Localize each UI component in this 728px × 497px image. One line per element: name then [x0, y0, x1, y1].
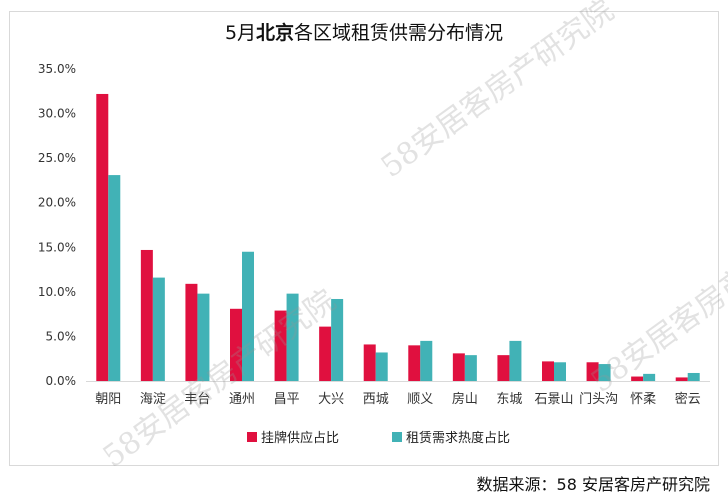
title-prefix: 5月: [224, 22, 257, 44]
legend-swatch: [392, 432, 402, 442]
legend-label: 租赁需求热度占比: [406, 430, 510, 446]
y-tick-label: 5.0%: [46, 329, 77, 343]
x-tick-label: 房山: [452, 391, 478, 407]
bar-demand: [108, 175, 121, 381]
bar-demand: [375, 352, 388, 381]
y-tick-label: 30.0%: [38, 107, 76, 121]
bar-supply: [452, 353, 465, 381]
x-tick-label: 丰台: [184, 392, 210, 407]
bar-demand: [509, 340, 522, 381]
bar-demand: [687, 372, 700, 381]
x-tick-label: 西城: [363, 392, 389, 407]
y-tick-label: 20.0%: [38, 196, 76, 210]
title-suffix: 各区域租赁供需分布情况: [294, 22, 504, 44]
legend-swatch: [247, 432, 257, 442]
title-bold: 北京: [256, 22, 295, 44]
x-tick-label: 朝阳: [95, 392, 121, 407]
bar-supply: [96, 93, 109, 382]
bar-supply: [497, 355, 510, 381]
bar-supply: [363, 344, 376, 381]
x-tick-label: 海淀: [140, 392, 166, 407]
bar-supply: [319, 326, 332, 381]
y-tick-label: 15.0%: [38, 240, 76, 254]
bar-demand: [331, 298, 344, 381]
bar-supply: [274, 310, 287, 381]
x-tick-label: 顺义: [407, 392, 433, 407]
y-tick-label: 0.0%: [46, 374, 77, 388]
chart-frame: [9, 11, 719, 466]
bar-supply: [631, 376, 644, 381]
x-tick-label: 大兴: [318, 392, 344, 407]
bar-demand: [643, 373, 656, 381]
y-tick-label: 10.0%: [38, 285, 76, 299]
x-tick-label: 石景山: [534, 392, 573, 407]
x-tick-label: 密云: [675, 391, 701, 407]
bar-demand: [286, 293, 299, 381]
bar-supply: [542, 361, 554, 381]
x-tick-label: 怀柔: [630, 392, 656, 407]
bar-demand: [420, 340, 433, 381]
x-tick-label: 通州: [229, 392, 255, 407]
bar-supply: [586, 362, 599, 381]
bar-demand: [554, 362, 566, 381]
legend-label: 挂牌供应占比: [261, 430, 339, 446]
bar-demand: [242, 251, 254, 381]
bar-supply: [230, 308, 242, 381]
bar-supply: [675, 377, 688, 381]
chart-title: 5月北京各区域租赁供需分布情况: [0, 18, 728, 45]
bar-demand: [152, 277, 165, 381]
bar-supply: [408, 345, 421, 381]
bar-demand: [598, 364, 611, 381]
source-note: 数据来源：58 安居客房产研究院: [476, 475, 710, 494]
y-tick-label: 35.0%: [38, 62, 76, 76]
bar-demand: [197, 293, 210, 381]
x-tick-label: 门头沟: [579, 392, 618, 407]
y-tick-label: 25.0%: [38, 151, 76, 165]
x-tick-label: 东城: [496, 392, 522, 407]
bar-supply: [140, 249, 153, 381]
bar-supply: [185, 283, 198, 381]
bar-demand: [464, 355, 477, 381]
x-tick-label: 昌平: [274, 392, 300, 407]
